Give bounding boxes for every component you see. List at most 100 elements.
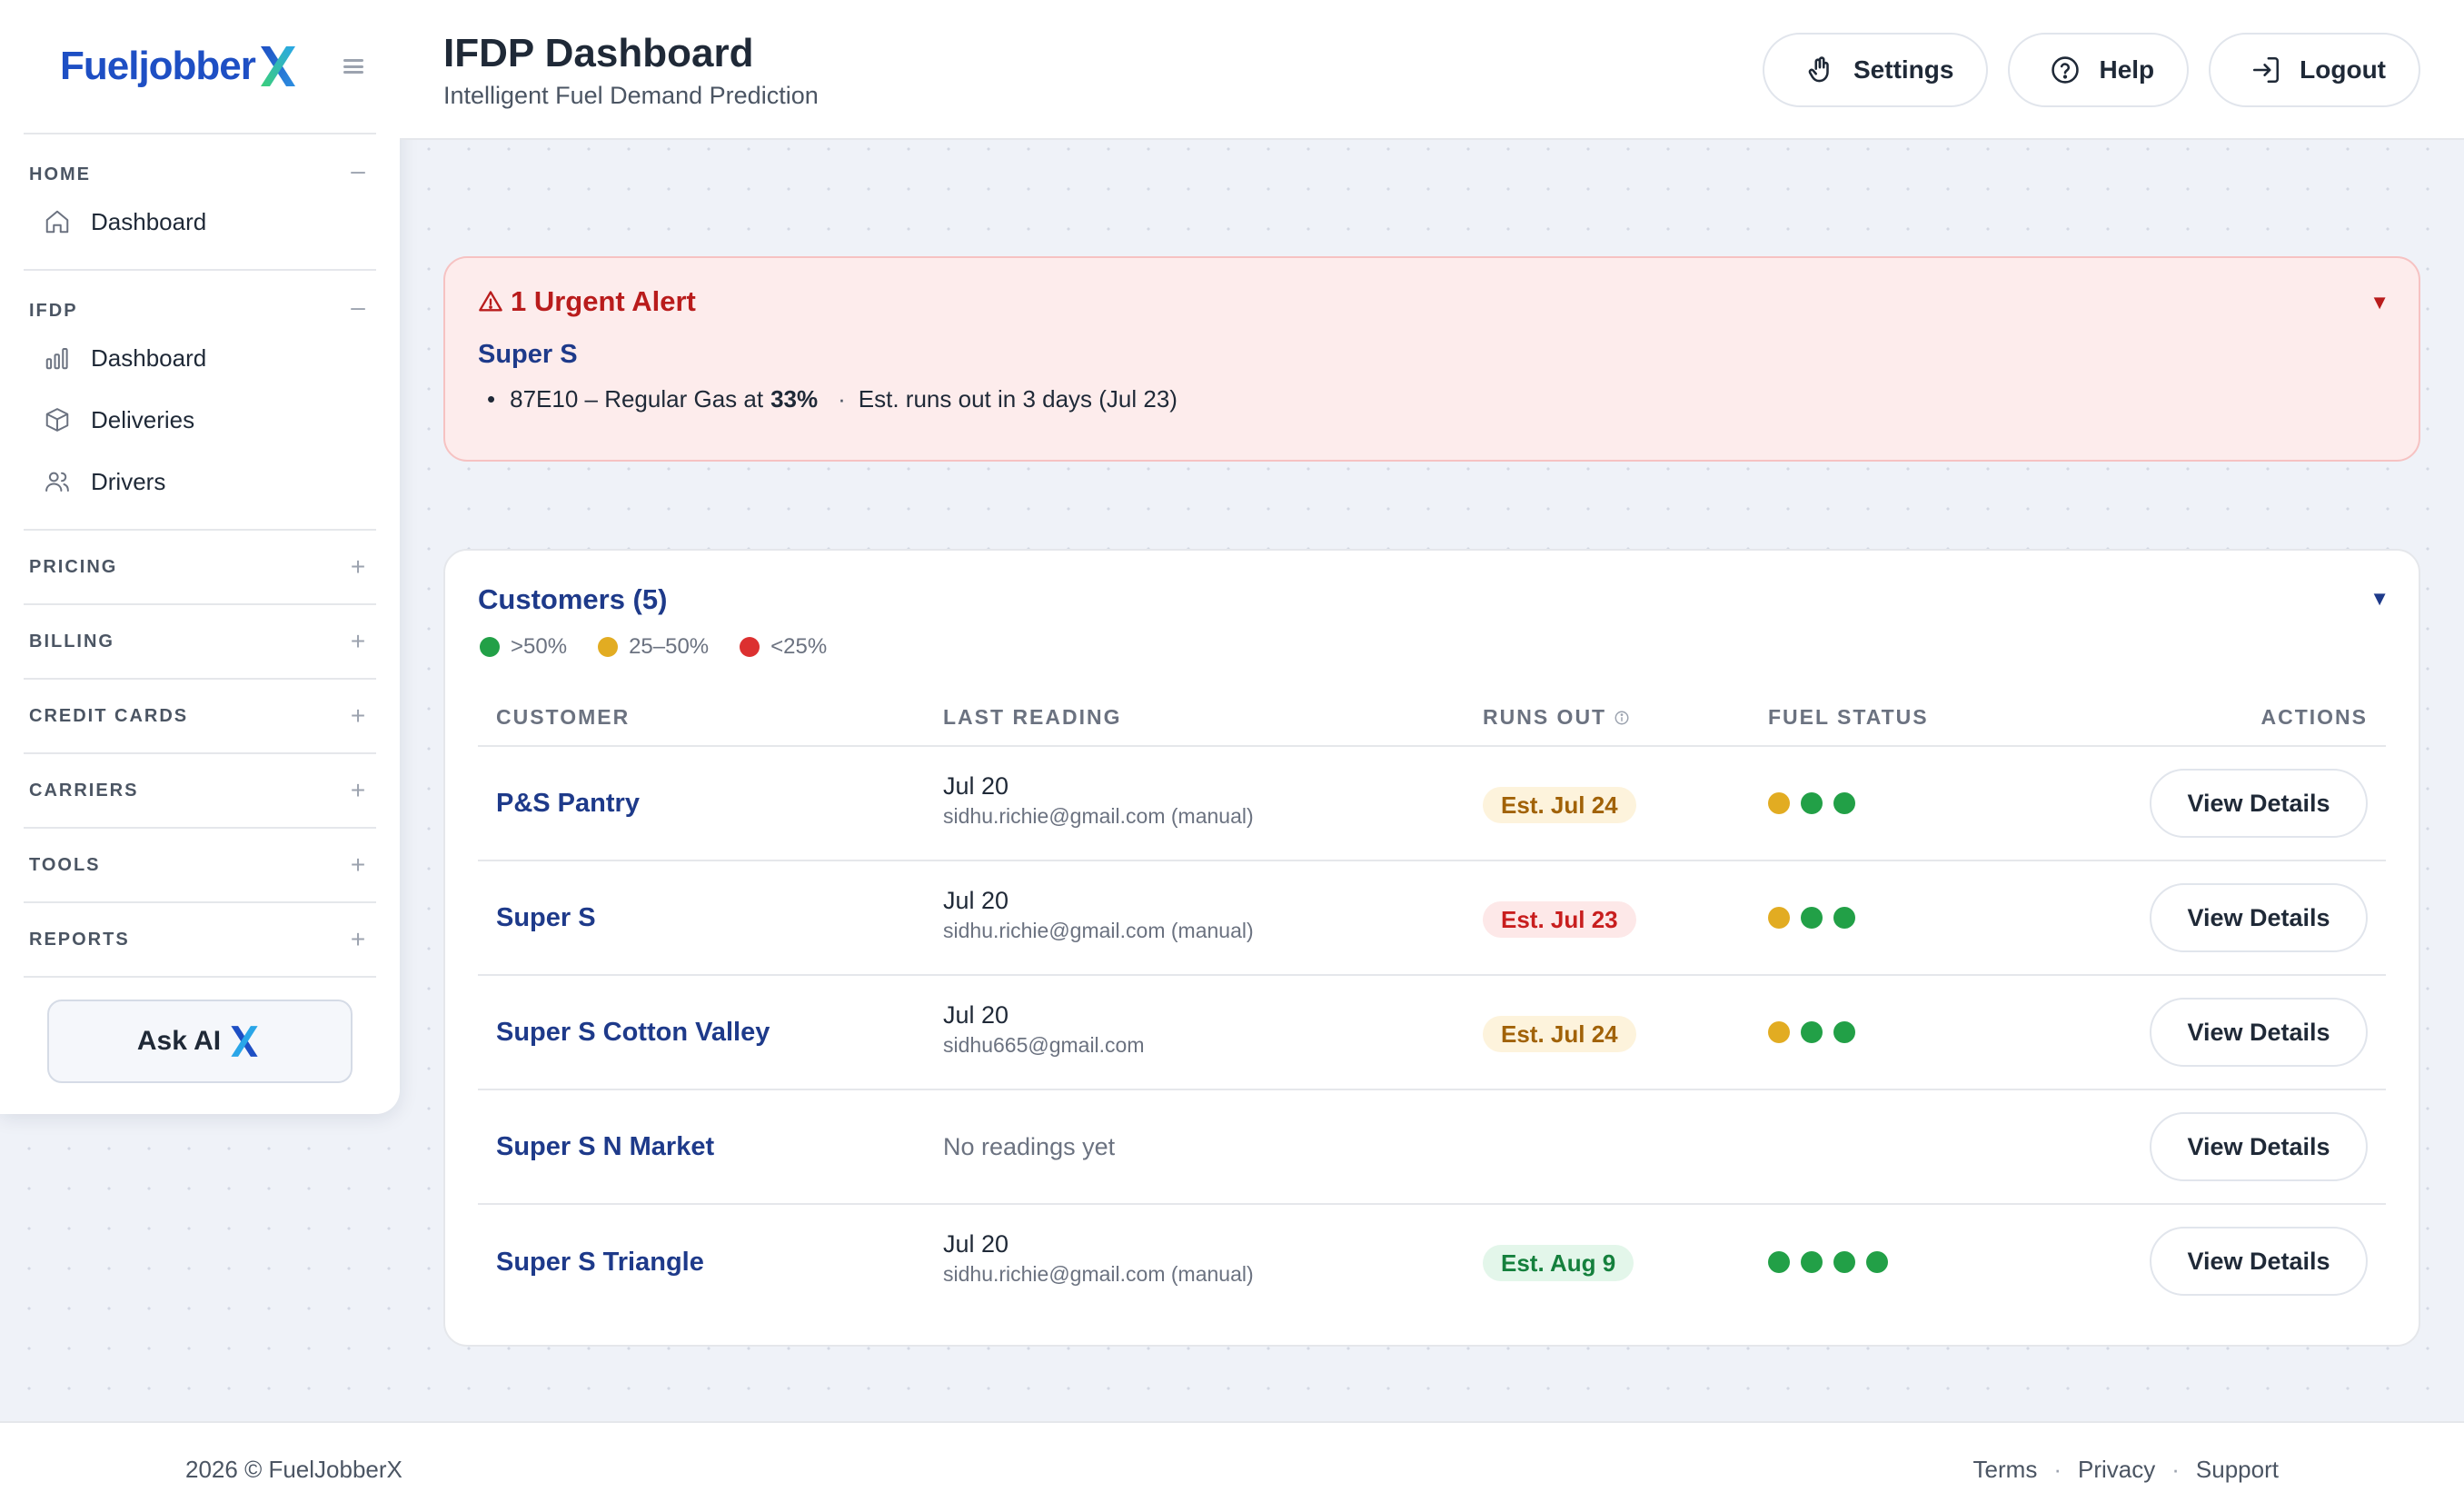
tank-status-dot xyxy=(1801,792,1823,814)
customers-collapse-icon[interactable]: ▼ xyxy=(2370,587,2389,610)
sidebar-section-carriers[interactable]: CARRIERS + xyxy=(24,754,376,829)
sidebar-section-header[interactable]: BILLING + xyxy=(24,605,376,678)
sidebar-section-reports[interactable]: REPORTS + xyxy=(24,903,376,978)
reading-source: sidhu.richie@gmail.com (manual) xyxy=(943,919,1254,942)
customer-name[interactable]: P&S Pantry xyxy=(496,788,640,818)
sidebar-item-dashboard[interactable]: Dashboard xyxy=(24,191,376,253)
alert-title-text: 1 Urgent Alert xyxy=(511,285,696,317)
sidebar-section-billing[interactable]: BILLING + xyxy=(24,605,376,680)
table-row: Super S Jul 20 sidhu.richie@gmail.com (man… xyxy=(478,861,2386,976)
legend-label: >50% xyxy=(511,634,568,659)
customer-name[interactable]: Super S Triangle xyxy=(496,1247,704,1277)
sidebar: Fueljobber HOME – Dashb xyxy=(0,0,400,1114)
column-header-customer[interactable]: CUSTOMER xyxy=(496,705,631,729)
expand-icon[interactable]: + xyxy=(350,701,366,730)
sidebar-item-label: Drivers xyxy=(91,467,166,495)
sidebar-item-ifdp-dashboard[interactable]: Dashboard xyxy=(24,327,376,389)
customers-table-body: P&S Pantry Jul 20 sidhu.richie@gmail.com (… xyxy=(478,747,2386,1319)
ai-x-icon xyxy=(231,1026,258,1057)
alert-customer-name[interactable]: Super S xyxy=(478,340,578,369)
tank-status-dot xyxy=(1801,1251,1823,1273)
sidebar-item-deliveries[interactable]: Deliveries xyxy=(24,389,376,451)
menu-toggle-icon[interactable] xyxy=(343,59,363,74)
alert-product: 87E10 – Regular Gas at xyxy=(510,385,764,413)
column-header-fuel-status[interactable]: FUEL STATUS xyxy=(1768,705,1929,729)
expand-icon[interactable]: + xyxy=(350,850,366,879)
collapse-icon[interactable]: – xyxy=(351,293,365,321)
sidebar-section-header[interactable]: PRICING + xyxy=(24,531,376,603)
page-title: IFDP Dashboard xyxy=(443,31,754,75)
sidebar-logo-row: Fueljobber xyxy=(24,0,376,134)
footer-link-terms[interactable]: Terms xyxy=(1972,1456,2038,1483)
settings-label: Settings xyxy=(1853,55,1954,84)
sidebar-section-pricing[interactable]: PRICING + xyxy=(24,531,376,605)
sidebar-section-home: HOME – Dashboard xyxy=(24,134,376,271)
sidebar-section-header[interactable]: REPORTS + xyxy=(24,903,376,976)
alert-detail-line: • 87E10 – Regular Gas at 33% · Est. runs… xyxy=(487,385,1177,413)
sidebar-section-label: TOOLS xyxy=(29,854,101,875)
view-details-button[interactable]: View Details xyxy=(2150,1227,2368,1296)
top-header: IFDP Dashboard Intelligent Fuel Demand P… xyxy=(400,0,2464,140)
sidebar-section-label: PRICING xyxy=(29,556,118,577)
customer-name[interactable]: Super S N Market xyxy=(496,1131,715,1161)
reading-source: sidhu.richie@gmail.com (manual) xyxy=(943,1262,1254,1286)
customer-name[interactable]: Super S xyxy=(496,902,596,932)
tank-status-dot xyxy=(1833,792,1855,814)
column-header-last-reading[interactable]: LAST READING xyxy=(943,705,1122,729)
brand-name: Fueljobber xyxy=(60,44,256,88)
sidebar-section-credit-cards[interactable]: CREDIT CARDS + xyxy=(24,680,376,754)
expand-icon[interactable]: + xyxy=(350,552,366,581)
sidebar-section-label: CARRIERS xyxy=(29,780,139,801)
warning-icon xyxy=(479,291,502,312)
collapse-icon[interactable]: – xyxy=(351,156,365,184)
table-header: CUSTOMER LAST READING RUNS OUT FUEL STAT… xyxy=(478,696,2386,747)
bar-chart-icon xyxy=(45,348,68,370)
reading-source: sidhu.richie@gmail.com (manual) xyxy=(943,804,1254,828)
alert-title: 1 Urgent Alert xyxy=(478,285,696,318)
last-reading: Jul 20 sidhu665@gmail.com xyxy=(943,1001,1145,1058)
table-row: Super S N Market No readings yet View Deta… xyxy=(478,1090,2386,1205)
urgent-alert-panel: 1 Urgent Alert ▼ Super S • 87E10 – Regul… xyxy=(443,256,2420,462)
brand-logo[interactable]: Fueljobber xyxy=(60,43,299,90)
sidebar-section-ifdp: IFDP – Dashboard Deliveries Drivers xyxy=(24,271,376,531)
view-details-button[interactable]: View Details xyxy=(2150,883,2368,952)
fuel-status-dots xyxy=(1768,747,1855,860)
customers-title: Customers (5) xyxy=(478,583,668,615)
alert-separator: · xyxy=(838,385,846,413)
column-header-runs-out[interactable]: RUNS OUT xyxy=(1483,705,1630,730)
customer-name[interactable]: Super S Cotton Valley xyxy=(496,1017,770,1047)
header-actions: Settings Help Logout xyxy=(1763,33,2420,107)
sidebar-section-header[interactable]: TOOLS + xyxy=(24,829,376,901)
view-details-button[interactable]: View Details xyxy=(2150,998,2368,1067)
sidebar-item-drivers[interactable]: Drivers xyxy=(24,451,376,512)
tank-status-dot xyxy=(1768,907,1790,929)
settings-button[interactable]: Settings xyxy=(1763,33,1989,107)
footer-link-privacy[interactable]: Privacy xyxy=(2078,1456,2156,1483)
view-details-button[interactable]: View Details xyxy=(2150,1112,2368,1181)
info-icon[interactable] xyxy=(1614,710,1630,726)
footer-link-support[interactable]: Support xyxy=(2195,1456,2279,1483)
legend-item-low: <25% xyxy=(740,634,827,660)
reading-date: Jul 20 xyxy=(943,772,1009,800)
table-row: P&S Pantry Jul 20 sidhu.richie@gmail.com (… xyxy=(478,747,2386,861)
expand-icon[interactable]: + xyxy=(350,776,366,804)
sidebar-section-home-header[interactable]: HOME – xyxy=(24,134,376,191)
legend-item-mid: 25–50% xyxy=(598,634,709,660)
sidebar-item-label: Dashboard xyxy=(91,207,207,235)
expand-icon[interactable]: + xyxy=(350,925,366,953)
sidebar-section-tools[interactable]: TOOLS + xyxy=(24,829,376,903)
sidebar-section-ifdp-header[interactable]: IFDP – xyxy=(24,271,376,327)
ask-ai-button[interactable]: Ask AI xyxy=(47,1000,353,1083)
sidebar-section-header[interactable]: CARRIERS + xyxy=(24,754,376,827)
tank-status-dot xyxy=(1768,792,1790,814)
legend-dot xyxy=(740,637,760,657)
expand-icon[interactable]: + xyxy=(350,627,366,655)
legend-label: <25% xyxy=(770,634,828,659)
fuel-legend: >50% 25–50% <25% xyxy=(480,634,827,660)
alert-collapse-icon[interactable]: ▼ xyxy=(2370,291,2389,313)
runs-out-badge: Est. Jul 24 xyxy=(1483,1016,1636,1052)
logout-button[interactable]: Logout xyxy=(2209,33,2420,107)
view-details-button[interactable]: View Details xyxy=(2150,769,2368,838)
sidebar-section-header[interactable]: CREDIT CARDS + xyxy=(24,680,376,752)
help-button[interactable]: Help xyxy=(2008,33,2190,107)
